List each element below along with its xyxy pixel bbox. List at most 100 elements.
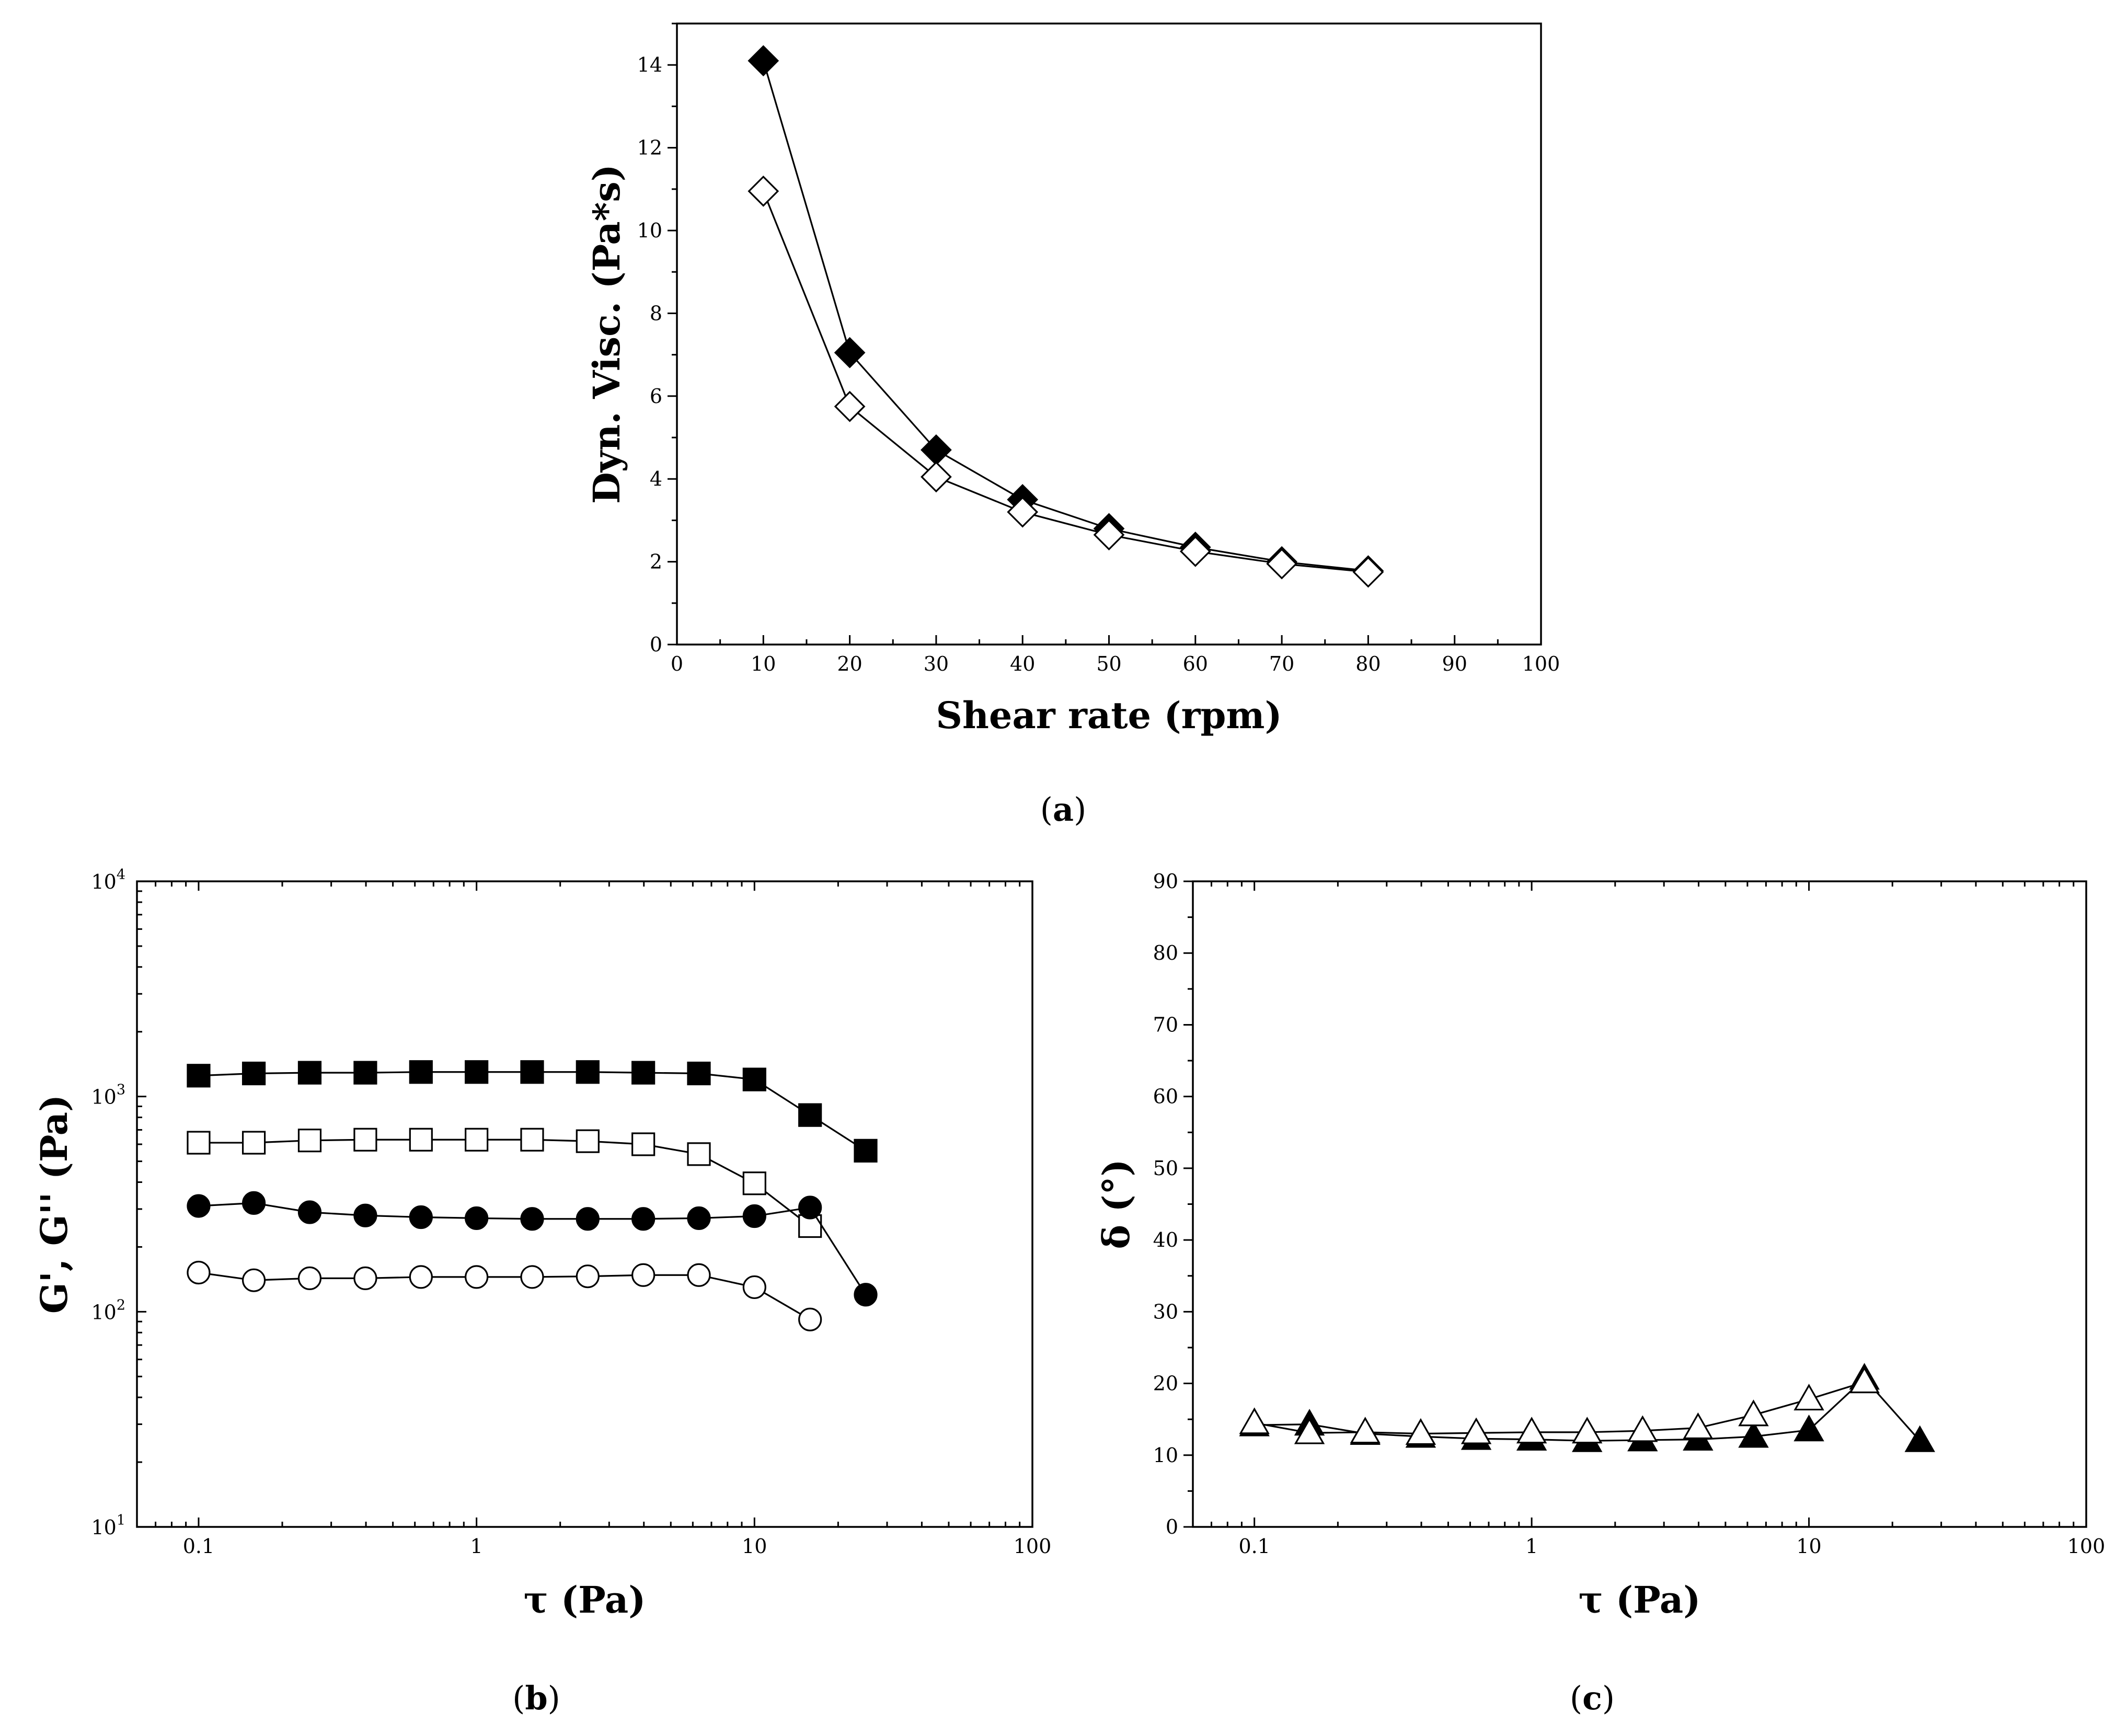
x-tick-label: 70 — [1269, 652, 1294, 675]
data-point — [576, 1264, 600, 1289]
data-point — [631, 1132, 656, 1156]
x-tick-label: 100 — [1522, 652, 1560, 675]
data-point — [1294, 1417, 1325, 1444]
data-point — [748, 175, 779, 207]
data-point — [1793, 1415, 1824, 1442]
series-line — [762, 60, 1369, 572]
data-point — [742, 1204, 766, 1228]
data-point — [1352, 556, 1384, 588]
ticks: 0.1 1 10 100 0 10 20 30 40 50 60 70 80 90 — [1153, 870, 2106, 1558]
data-point — [353, 1061, 377, 1085]
x-tick-label: 60 — [1183, 652, 1208, 675]
panel-a: 0 10 20 30 40 50 60 70 80 90 100 0 2 4 6 8 10 12 14 Shear r… — [585, 22, 1560, 829]
data-point — [297, 1061, 322, 1085]
y-tick-label: 103 — [91, 1082, 125, 1109]
data-point — [687, 1263, 711, 1287]
data-point — [1904, 1425, 1935, 1452]
data-point — [353, 1203, 377, 1227]
data-point — [242, 1191, 266, 1215]
data-point — [576, 1060, 600, 1084]
y-tick-base: 10 — [91, 1516, 116, 1539]
data-point — [576, 1129, 600, 1153]
series-open-triangle — [1239, 1366, 1880, 1445]
panel-label-letter: c — [1582, 1679, 1602, 1717]
data-point — [742, 1275, 766, 1300]
panel-label-letter: b — [525, 1679, 547, 1717]
y-tick-label: 50 — [1153, 1157, 1178, 1180]
series-line — [198, 1139, 811, 1227]
data-point — [742, 1067, 766, 1091]
data-point — [520, 1060, 544, 1084]
x-tick-label: 1 — [470, 1535, 483, 1558]
data-point — [1266, 548, 1297, 580]
data-point — [1738, 1421, 1769, 1448]
data-point — [297, 1129, 322, 1153]
data-point — [1793, 1384, 1824, 1411]
y-axis-title: δ (°) — [1095, 1159, 1138, 1249]
data-point — [520, 1128, 544, 1152]
data-point — [687, 1206, 711, 1231]
panel-label-open: ( — [512, 1679, 525, 1717]
data-point — [834, 390, 866, 422]
data-point — [465, 1206, 489, 1231]
plot-frame — [136, 880, 1033, 1528]
x-tick-label: 0 — [671, 652, 683, 675]
data-point — [748, 45, 779, 77]
data-point — [1849, 1366, 1880, 1394]
x-tick-label: 10 — [742, 1535, 767, 1558]
series-line — [198, 1271, 811, 1320]
data-point — [631, 1207, 656, 1231]
data-point — [854, 1139, 878, 1163]
x-tick-label: 40 — [1010, 652, 1035, 675]
y-axis-title: Dyn. Visc. (Pa*s) — [585, 164, 628, 504]
data-point — [297, 1266, 322, 1290]
y-tick-label: 102 — [91, 1297, 125, 1324]
data-point — [921, 461, 952, 493]
data-point — [798, 1103, 822, 1127]
data-point — [187, 1260, 211, 1285]
data-point — [409, 1205, 433, 1229]
y-tick-label: 101 — [91, 1512, 125, 1539]
data-point — [520, 1265, 544, 1289]
data-point — [742, 1171, 766, 1195]
y-tick-label: 8 — [650, 302, 662, 325]
y-tick-label: 14 — [637, 53, 662, 76]
panel-label-letter: a — [1053, 790, 1074, 829]
data-point — [409, 1060, 433, 1084]
y-tick-base: 10 — [91, 1301, 116, 1324]
y-tick-base: 10 — [91, 870, 116, 893]
data-point — [1683, 1412, 1714, 1440]
y-tick-label: 6 — [650, 385, 662, 408]
data-point — [353, 1128, 377, 1152]
y-tick-label: 70 — [1153, 1013, 1178, 1036]
y-tick-label: 10 — [637, 219, 662, 242]
data-point — [465, 1128, 489, 1152]
panel-label-open: ( — [1040, 790, 1053, 829]
panel-label-close: ) — [548, 1679, 560, 1717]
data-point — [798, 1307, 822, 1331]
x-tick-label: 10 — [751, 652, 776, 675]
x-tick-label: 100 — [1014, 1535, 1052, 1558]
data-point — [798, 1195, 822, 1220]
y-tick-label: 12 — [637, 136, 662, 159]
data-point — [1461, 1417, 1492, 1444]
y-tick-label: 0 — [1166, 1515, 1178, 1538]
series-open-circle — [187, 1260, 822, 1331]
panel-label: (c) — [1570, 1679, 1615, 1717]
plot-frame — [676, 22, 1542, 646]
y-tick-label: 4 — [650, 467, 662, 490]
y-tick-label: 80 — [1153, 941, 1178, 964]
data-point — [520, 1207, 544, 1231]
data-point — [187, 1064, 211, 1088]
y-tick-label: 20 — [1153, 1372, 1178, 1395]
series-filled-circle — [187, 1191, 878, 1307]
y-tick-label: 2 — [650, 550, 662, 573]
data-point — [834, 337, 866, 369]
data-point — [854, 1283, 878, 1307]
data-point — [353, 1266, 377, 1290]
data-point — [1179, 535, 1211, 567]
x-tick-label: 80 — [1355, 652, 1381, 675]
data-point — [1627, 1415, 1658, 1442]
